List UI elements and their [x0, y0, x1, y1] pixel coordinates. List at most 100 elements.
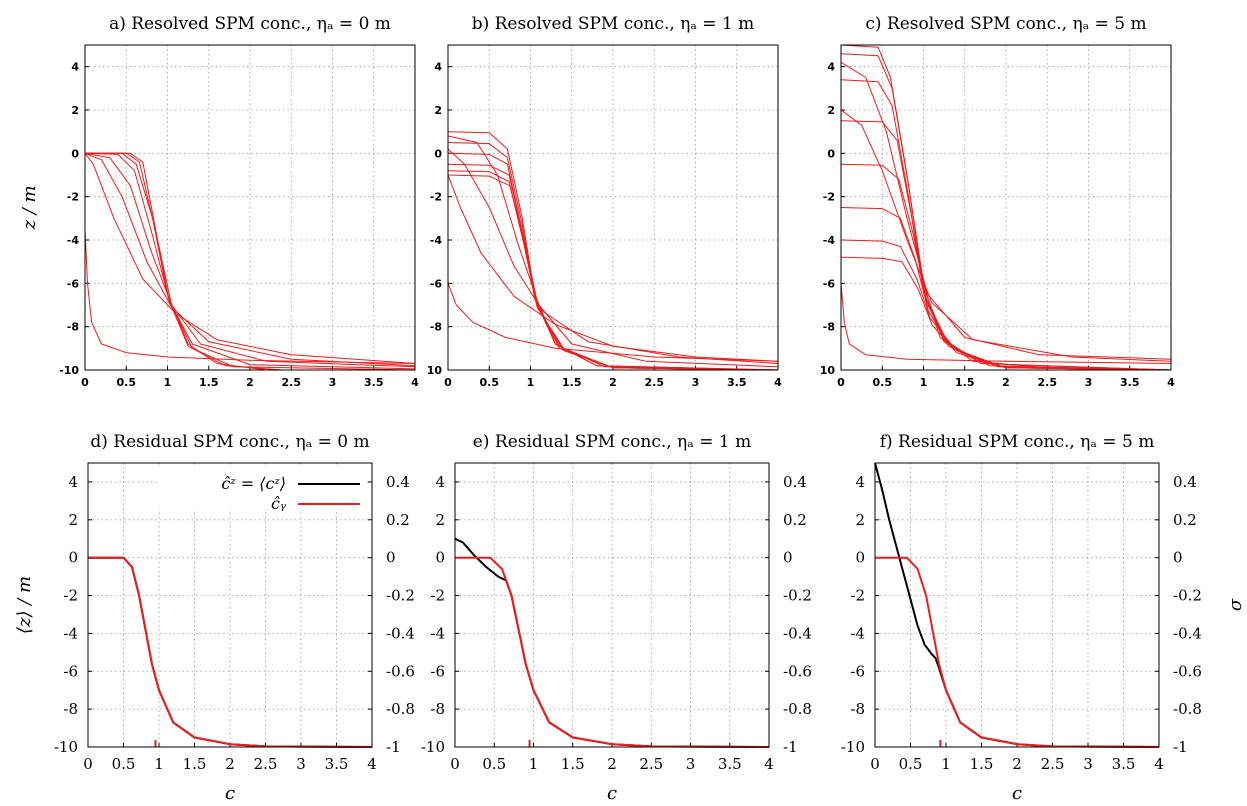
x-tick-label: 4 — [1167, 376, 1175, 389]
plot-frame — [874, 462, 1160, 748]
x-tick-label: 0 — [444, 376, 452, 389]
x-tick-label: 4 — [1154, 755, 1164, 773]
y-tick-label: -4 — [430, 234, 443, 247]
x-tick-label: 0.5 — [899, 755, 923, 773]
series-line-3 — [840, 120, 1172, 371]
x-tick-label: 3 — [296, 755, 306, 773]
x-tick-label: 0.5 — [873, 376, 893, 389]
y-tick-label: -4 — [850, 624, 865, 642]
x-tick-label: 3.5 — [1112, 755, 1136, 773]
y-tick-label: 4 — [855, 473, 865, 491]
chart-b: b) Resolved SPM conc., ηₐ = 1 m 0 0.5 1 1.5 2… — [427, 14, 782, 389]
series-line-5 — [447, 174, 779, 371]
y-tick-label: -6 — [850, 662, 865, 680]
x-tick-label: 1.5 — [183, 755, 207, 773]
y-tick-label: 4 — [435, 473, 445, 491]
y-tick-label: 2 — [827, 104, 835, 117]
x-tick-label: 0.5 — [112, 755, 136, 773]
series-line-3 — [447, 163, 779, 371]
y-tick-label: 2 — [434, 104, 442, 117]
x-tick-label: 3 — [1085, 376, 1093, 389]
chart-e: e) Residual SPM conc., ηₐ = 1 m 0 0.5 1 1.5 2… — [421, 432, 812, 804]
y-tick-label: -6 — [67, 277, 80, 290]
y-right-tick-label: 0.2 — [1173, 511, 1197, 529]
y-tick-label: -10 — [54, 738, 78, 756]
x-tick-label: 1 — [920, 376, 928, 389]
y-tick-label: -6 — [430, 662, 445, 680]
x-tick-label: 2 — [609, 376, 617, 389]
series-line-1 — [455, 556, 770, 748]
y-axis-label: z / m — [19, 185, 40, 230]
y-right-tick-label: -0.6 — [1173, 662, 1202, 680]
y-right-axis-label: σ — [1225, 598, 1246, 611]
y-right-tick-label: -0.8 — [1173, 700, 1202, 718]
x-tick-label: 1.5 — [561, 755, 585, 773]
y-tick-label: 4 — [827, 61, 835, 74]
chart-title: d) Residual SPM conc., ηₐ = 0 m — [90, 432, 369, 452]
x-tick-label: 2.5 — [639, 755, 663, 773]
chart-c: c) Resolved SPM conc., ηₐ = 5 m 0 0.5 1 1.5 2… — [820, 14, 1175, 389]
y-right-tick-label: 0.4 — [783, 473, 807, 491]
y-tick-label: -2 — [430, 191, 442, 204]
x-axis-label: c — [607, 783, 617, 804]
y-right-tick-label: 0 — [1173, 549, 1183, 567]
y-right-tick-label: -1 — [386, 738, 401, 756]
legend-background — [158, 467, 366, 509]
series-line-10 — [840, 283, 1172, 364]
x-tick-label: 1 — [164, 376, 172, 389]
x-tick-label: 2.5 — [282, 376, 302, 389]
x-tick-label: 0 — [837, 376, 845, 389]
x-tick-label: 2.5 — [1041, 755, 1065, 773]
y-right-tick-label: -0.8 — [386, 700, 415, 718]
y-tick-label: 0 — [435, 549, 445, 567]
plot-frame — [87, 462, 373, 748]
x-tick-label: 2.5 — [1038, 376, 1058, 389]
series-line-4 — [840, 163, 1172, 371]
plot-frame — [447, 44, 779, 371]
x-tick-label: 1.5 — [199, 376, 219, 389]
x-tick-label: 1 — [527, 376, 535, 389]
series-line-3 — [84, 152, 416, 370]
series-line-9 — [840, 109, 1172, 362]
x-tick-label: 1 — [154, 755, 164, 773]
series-line-0 — [874, 462, 1160, 748]
x-tick-label: 1.5 — [970, 755, 994, 773]
y-tick-label: -6 — [63, 662, 78, 680]
x-tick-label: 0 — [870, 755, 880, 773]
y-tick-label: -8 — [63, 700, 78, 718]
chart-title: c) Resolved SPM conc., ηₐ = 5 m — [865, 14, 1146, 34]
chart-title: e) Residual SPM conc., ηₐ = 1 m — [473, 432, 751, 452]
x-tick-label: 0.5 — [117, 376, 137, 389]
y-tick-label: 4 — [68, 473, 78, 491]
y-tick-label: -4 — [67, 234, 80, 247]
y-tick-label: 0 — [827, 147, 835, 160]
y-tick-label: 0 — [434, 147, 442, 160]
y-tick-label: -10 — [59, 364, 79, 377]
series-line-4 — [84, 152, 416, 368]
y-right-tick-label: 0.2 — [386, 511, 410, 529]
x-tick-label: 2 — [1012, 755, 1022, 773]
y-tick-label: -8 — [67, 321, 79, 334]
x-tick-label: 0.5 — [482, 755, 506, 773]
y-right-tick-label: -1 — [1173, 738, 1188, 756]
chart-d: d) Residual SPM conc., ηₐ = 0 m 0 0.5 1 1.5 2… — [14, 432, 415, 804]
series-line-6 — [447, 135, 779, 368]
legend-label: ĉᶻ = ⟨cᶻ⟩ — [221, 474, 286, 493]
y-right-tick-label: 0.4 — [1173, 473, 1197, 491]
series-line-5 — [84, 152, 416, 367]
x-tick-label: 2 — [246, 376, 254, 389]
x-tick-label: 3.5 — [727, 376, 747, 389]
y-right-tick-label: -0.2 — [783, 587, 812, 605]
y-tick-label: -6 — [430, 277, 443, 290]
y-tick-label: -8 — [850, 700, 865, 718]
series-line-8 — [840, 61, 1172, 360]
x-tick-label: 3 — [329, 376, 337, 389]
plot-frame — [454, 462, 770, 748]
x-tick-label: 2 — [225, 755, 235, 773]
y-right-tick-label: -0.2 — [1173, 587, 1202, 605]
x-tick-label: 2.5 — [254, 755, 278, 773]
y-right-tick-label: 0 — [386, 549, 396, 567]
chart-title: a) Resolved SPM conc., ηₐ = 0 m — [109, 14, 391, 34]
y-tick-label: -4 — [823, 234, 836, 247]
chart-title: f) Residual SPM conc., ηₐ = 5 m — [880, 432, 1155, 452]
